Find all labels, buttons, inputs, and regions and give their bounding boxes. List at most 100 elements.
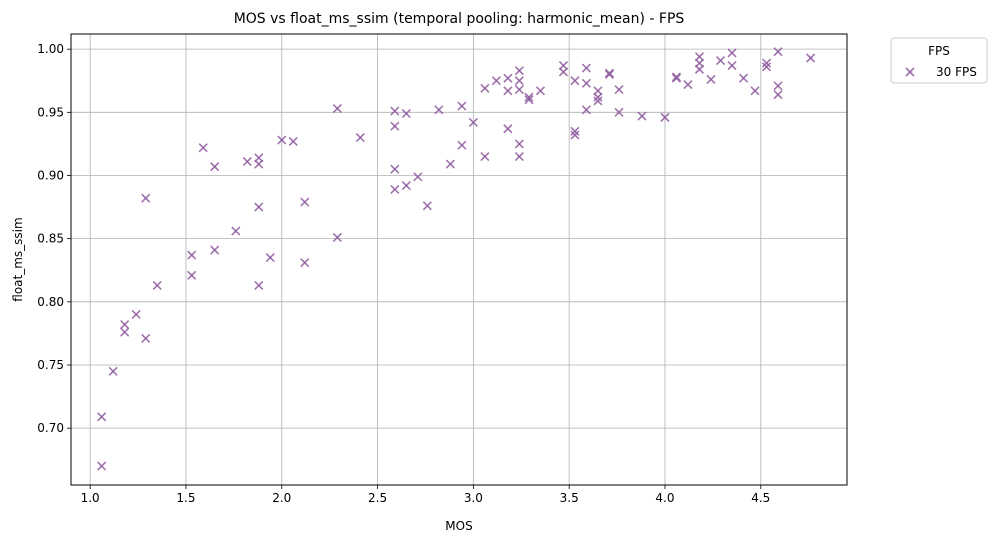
data-point xyxy=(503,86,513,96)
data-point xyxy=(660,112,670,122)
data-point xyxy=(434,105,444,115)
data-point xyxy=(581,105,591,115)
data-point xyxy=(614,85,624,95)
data-point xyxy=(288,136,298,146)
data-point xyxy=(355,133,365,143)
data-point xyxy=(750,86,760,96)
data-point xyxy=(413,172,423,182)
data-point xyxy=(514,85,524,95)
data-point xyxy=(120,327,130,337)
x-tick-label: 3.5 xyxy=(560,491,579,505)
data-point xyxy=(120,319,130,330)
data-point xyxy=(332,232,342,242)
data-point xyxy=(108,366,118,376)
data-point xyxy=(593,96,603,106)
data-point xyxy=(390,121,400,131)
data-point xyxy=(503,73,513,83)
data-point xyxy=(422,201,432,211)
data-point xyxy=(593,92,603,102)
data-point xyxy=(727,48,737,58)
y-tick-label: 1.00 xyxy=(37,42,64,56)
data-point xyxy=(97,412,107,422)
data-point xyxy=(535,86,545,96)
data-point xyxy=(445,159,455,169)
y-tick-label: 0.85 xyxy=(37,232,64,246)
data-point xyxy=(141,333,151,344)
data-point xyxy=(152,280,162,290)
data-point xyxy=(581,78,591,88)
data-point xyxy=(131,309,141,320)
x-axis-label: MOS xyxy=(445,519,472,533)
y-tick-label: 0.95 xyxy=(37,105,64,119)
legend: FPS 30 FPS xyxy=(890,37,988,84)
plot-frame xyxy=(70,33,848,486)
data-point xyxy=(141,193,151,203)
data-point xyxy=(570,76,580,86)
legend-marker-x xyxy=(905,67,915,77)
data-point xyxy=(558,67,568,77)
data-point xyxy=(514,151,524,162)
data-point xyxy=(806,53,816,63)
data-point xyxy=(210,245,220,255)
data-point xyxy=(187,250,197,260)
data-point xyxy=(254,202,264,212)
data-point xyxy=(727,61,737,71)
data-point xyxy=(480,83,490,93)
points-layer xyxy=(97,47,816,471)
data-point xyxy=(514,139,524,149)
data-point xyxy=(210,162,220,172)
legend-marker-30fps xyxy=(905,67,915,77)
data-point xyxy=(570,130,580,140)
data-point xyxy=(480,151,490,162)
data-point xyxy=(390,164,400,174)
data-point xyxy=(524,95,534,105)
data-point xyxy=(683,79,693,90)
x-tick-label: 2.0 xyxy=(272,491,291,505)
data-point xyxy=(514,66,524,76)
data-point xyxy=(401,109,411,119)
data-point xyxy=(300,197,310,207)
data-point xyxy=(694,64,705,74)
data-point xyxy=(457,140,467,150)
y-tick-label: 0.70 xyxy=(37,421,64,435)
data-point xyxy=(300,258,310,268)
data-point xyxy=(773,81,783,91)
legend-title: FPS xyxy=(928,44,950,58)
grid-layer xyxy=(71,34,847,485)
data-point xyxy=(581,63,591,73)
y-tick-label: 0.90 xyxy=(37,168,64,182)
x-tick-label: 4.5 xyxy=(751,491,770,505)
chart-title: MOS vs float_ms_ssim (temporal pooling: … xyxy=(234,11,685,27)
data-point xyxy=(187,270,197,280)
data-point xyxy=(491,76,501,86)
legend-box xyxy=(890,37,988,84)
data-point xyxy=(604,69,614,79)
data-point xyxy=(604,68,614,78)
data-point xyxy=(468,117,478,127)
data-point xyxy=(332,103,342,114)
data-point xyxy=(514,76,524,86)
data-point xyxy=(773,47,783,57)
data-point xyxy=(390,106,400,116)
data-point xyxy=(390,184,400,194)
data-point xyxy=(706,74,716,85)
data-point xyxy=(671,72,682,82)
x-tick-label: 4.0 xyxy=(655,491,674,505)
data-point xyxy=(97,461,107,471)
data-point xyxy=(761,58,772,68)
data-point xyxy=(242,157,252,167)
x-tick-label: 2.5 xyxy=(368,491,387,505)
y-tick-label: 0.75 xyxy=(37,358,64,372)
x-tick-label: 3.0 xyxy=(464,491,483,505)
data-point xyxy=(198,143,208,153)
x-tick-label: 1.0 xyxy=(81,491,100,505)
data-point xyxy=(637,111,647,121)
legend-label-30fps: 30 FPS xyxy=(936,65,977,79)
y-tick-label: 0.80 xyxy=(37,295,64,309)
data-point xyxy=(614,107,624,117)
data-point xyxy=(277,135,287,145)
data-point xyxy=(401,181,411,191)
data-point xyxy=(570,126,580,136)
